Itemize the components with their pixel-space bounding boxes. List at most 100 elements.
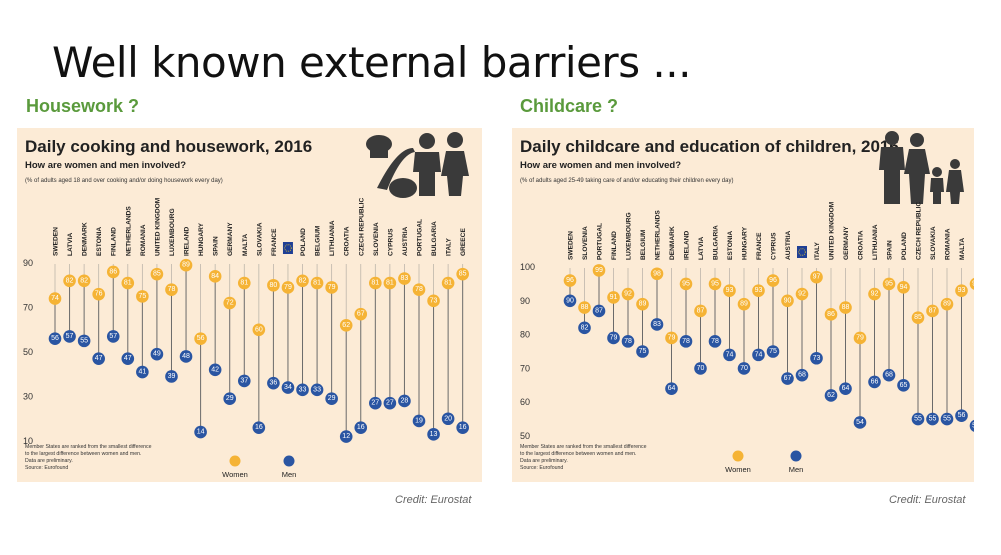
men-value-label: 90 [566, 297, 574, 304]
country-label: LUXEMBOURG [626, 212, 633, 260]
women-value-label: 79 [284, 284, 292, 291]
family-icons [879, 131, 964, 204]
country-label: SLOVENIA [582, 226, 589, 260]
women-dot [77, 274, 91, 288]
women-value-label: 85 [153, 271, 161, 278]
women-value-label: 75 [138, 293, 146, 300]
men-dot [427, 428, 440, 441]
country-label: CROATIA [344, 226, 351, 256]
men-value-label: 70 [697, 365, 705, 372]
legend-men-dot [283, 455, 295, 467]
country-label: SWEDEN [568, 231, 575, 260]
men-value-label: 27 [371, 400, 379, 407]
country-label: ESTONIA [727, 231, 734, 260]
men-dot [897, 379, 910, 392]
women-dot [882, 277, 896, 291]
women-value-label: 78 [415, 286, 423, 293]
men-dot [752, 348, 765, 362]
women-dot [679, 277, 693, 291]
men-value-label: 13 [430, 431, 438, 438]
men-dot [636, 345, 649, 358]
women-value-label: 95 [972, 280, 974, 287]
men-dot [969, 419, 974, 432]
women-dot [310, 276, 324, 290]
men-value-label: 20 [444, 415, 452, 422]
men-value-label: 27 [386, 400, 394, 407]
country-label: DENMARK [669, 226, 676, 260]
men-value-label: 29 [328, 395, 336, 402]
women-dot [208, 270, 222, 283]
childcare-chart: Daily childcare and education of childre… [520, 131, 974, 474]
men-dot [456, 421, 469, 434]
men-dot [383, 396, 397, 410]
chart-note: (% of adults aged 18 and over cooking an… [25, 178, 223, 184]
men-value-label: 55 [80, 337, 88, 344]
men-dot [955, 409, 968, 423]
women-dot [665, 331, 678, 345]
country-label: FRANCE [756, 232, 763, 260]
men-value-label: 74 [726, 351, 734, 358]
women-value-label: 95 [711, 280, 719, 287]
men-value-label: 16 [357, 424, 365, 431]
women-dot [237, 276, 251, 290]
eu-flag-icon [797, 246, 807, 258]
y-tick-label: 90 [520, 296, 530, 306]
men-value-label: 12 [342, 433, 350, 440]
child2-body-icon [946, 170, 964, 204]
women-dot [252, 323, 266, 337]
men-value-label: 57 [66, 333, 74, 340]
country-label: IRELAND [684, 230, 691, 260]
women-dot [636, 297, 649, 311]
footnote-line: Member States are ranked from the smalle… [520, 444, 647, 450]
men-value-label: 54 [856, 419, 864, 426]
women-value-label: 87 [697, 307, 705, 314]
childcare-chart-panel: Daily childcare and education of childre… [512, 128, 974, 482]
men-dot [723, 348, 736, 362]
legend-women-dot [732, 450, 744, 462]
women-dot [150, 267, 164, 281]
men-value-label: 49 [153, 351, 161, 358]
country-label: UNITED KINGDOM [829, 201, 836, 260]
women-value-label: 60 [255, 326, 263, 333]
chart-question: How are women and men involved? [25, 160, 186, 171]
women-dot [708, 277, 722, 291]
woman-body-icon [441, 151, 469, 196]
legend-women-label: Women [725, 465, 751, 474]
women-value-label: 56 [197, 335, 205, 342]
women-value-label: 92 [798, 291, 806, 298]
men-dot [679, 335, 693, 348]
men-value-label: 62 [827, 392, 835, 399]
women-dot [412, 283, 426, 296]
men-value-label: 83 [653, 321, 661, 328]
women-value-label: 79 [856, 334, 864, 341]
women-dot [267, 278, 280, 292]
women-dot [766, 274, 780, 287]
women-dot [752, 284, 765, 297]
y-tick-label: 80 [520, 330, 530, 340]
men-dot [839, 382, 852, 395]
housework-heading: Housework ? [26, 96, 140, 116]
men-value-label: 55 [943, 416, 951, 423]
country-label: LATVIA [698, 236, 705, 260]
country-label: MALTA [959, 238, 966, 260]
country-label: LUXEMBOURG [169, 208, 176, 256]
women-dot [650, 267, 664, 281]
men-value-label: 68 [885, 372, 893, 379]
women-dot [955, 284, 968, 297]
women-value-label: 97 [813, 274, 821, 281]
men-dot [252, 421, 266, 434]
women-value-label: 89 [639, 301, 647, 308]
men-dot [694, 362, 707, 375]
women-value-label: 96 [769, 277, 777, 284]
men-value-label: 82 [581, 324, 589, 331]
women-dot [48, 292, 62, 305]
women-dot [398, 272, 411, 285]
men-value-label: 66 [871, 378, 879, 385]
eu-flag-stars [798, 248, 806, 256]
y-tick-label: 60 [520, 397, 530, 407]
men-dot [810, 351, 823, 365]
women-value-label: 81 [444, 280, 452, 287]
country-label: NETHERLANDS [125, 206, 132, 256]
men-value-label: 33 [313, 386, 321, 393]
men-dot [267, 376, 280, 390]
